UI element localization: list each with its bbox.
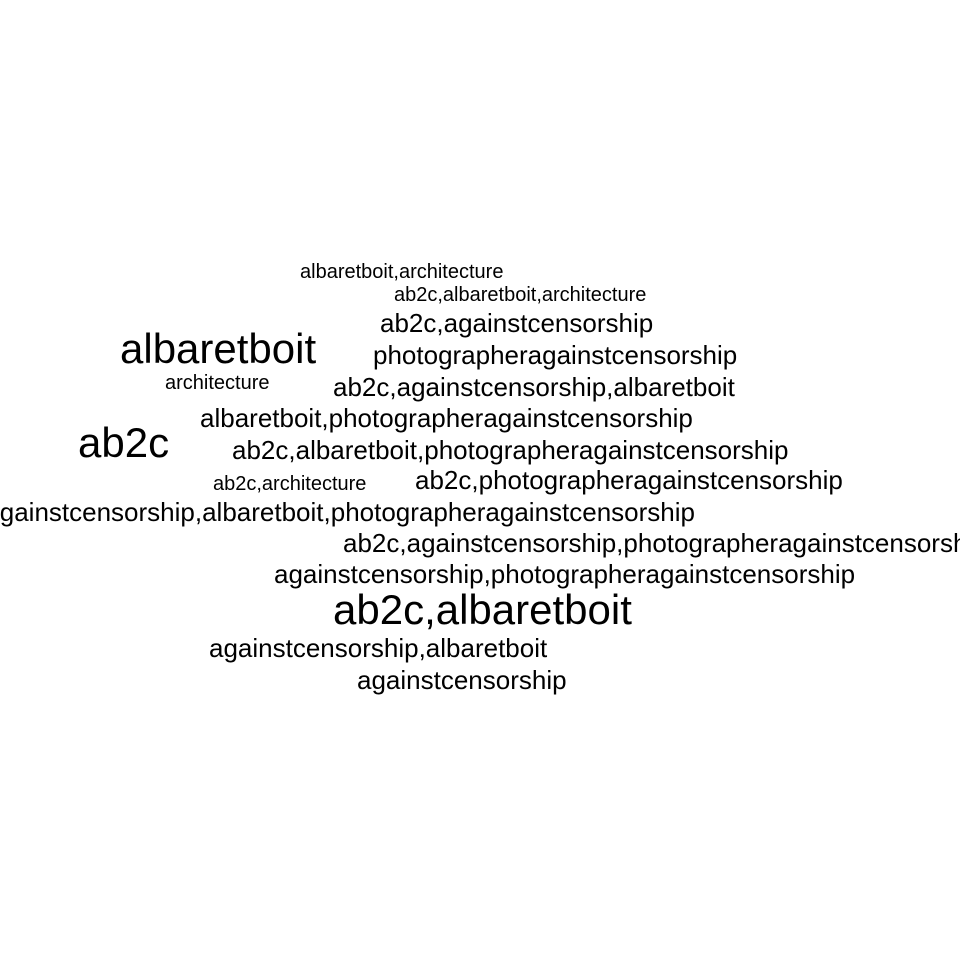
word-againstcensorship: againstcensorship bbox=[357, 665, 567, 695]
word-ab2c-albaretboit-architecture: ab2c,albaretboit,architecture bbox=[394, 284, 647, 306]
word-againstcensorship-albaretboit-photographeragainstcensorship: againstcensorship,albaretboit,photograph… bbox=[0, 497, 695, 527]
word-architecture: architecture bbox=[165, 372, 270, 394]
word-ab2c-againstcensorship-photographeragainstcensorship: ab2c,againstcensorship,photographeragain… bbox=[343, 528, 960, 558]
word-ab2c-photographeragainstcensorship: ab2c,photographeragainstcensorship bbox=[415, 465, 843, 495]
word-albaretboit-architecture: albaretboit,architecture bbox=[300, 261, 504, 283]
word-ab2c-againstcensorship-albaretboit: ab2c,againstcensorship,albaretboit bbox=[333, 372, 735, 402]
word-againstcensorship-albaretboit: againstcensorship,albaretboit bbox=[209, 633, 548, 663]
word-albaretboit: albaretboit bbox=[120, 325, 317, 372]
word-ab2c-albaretboit-photographeragainstcensorship: ab2c,albaretboit,photographeragainstcens… bbox=[232, 435, 789, 465]
word-ab2c: ab2c bbox=[78, 419, 170, 466]
word-photographeragainstcensorship: photographeragainstcensorship bbox=[373, 340, 738, 370]
word-albaretboit-photographeragainstcensorship: albaretboit,photographeragainstcensorshi… bbox=[200, 403, 693, 433]
word-againstcensorship-photographeragainstcensorship: againstcensorship,photographeragainstcen… bbox=[274, 559, 856, 589]
word-ab2c-albaretboit: ab2c,albaretboit bbox=[333, 586, 632, 633]
word-ab2c-againstcensorship: ab2c,againstcensorship bbox=[380, 308, 654, 338]
word-ab2c-architecture: ab2c,architecture bbox=[213, 473, 367, 495]
